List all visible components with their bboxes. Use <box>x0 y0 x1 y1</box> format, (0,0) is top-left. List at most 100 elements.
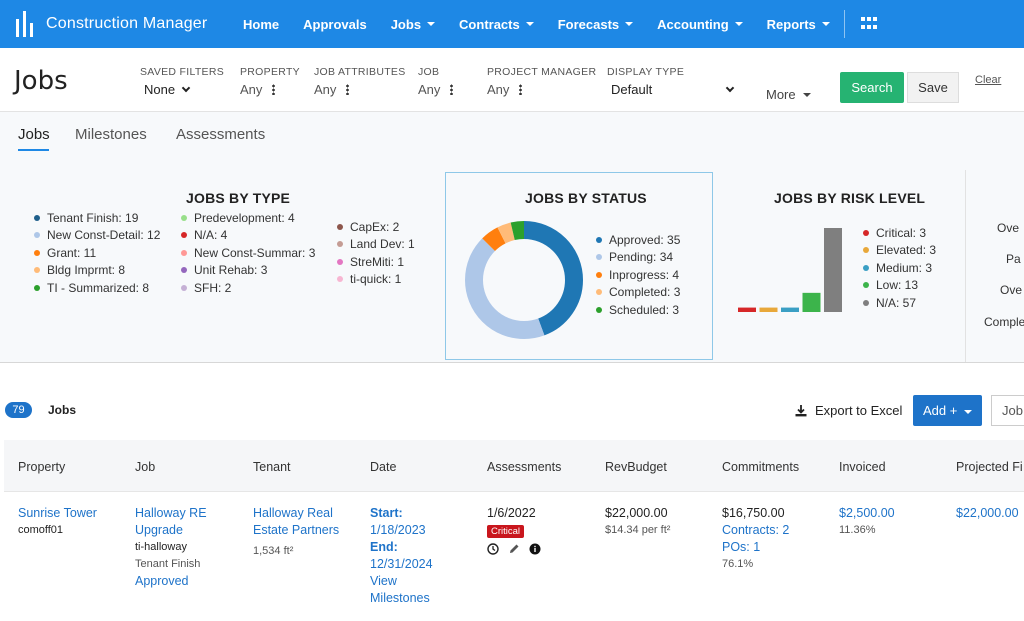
tenant-link-line-2[interactable]: Estate Partners <box>253 523 340 537</box>
invoiced-percent: 11.36% <box>839 524 876 536</box>
nav-label: Accounting <box>657 16 729 32</box>
column-header-projected[interactable]: Projected Fi <box>956 460 1023 474</box>
legend-dot-icon <box>596 306 602 313</box>
add-button[interactable]: Add + <box>913 395 982 426</box>
edit-pencil-icon[interactable] <box>508 543 520 560</box>
property-filter[interactable]: PROPERTY Any <box>240 66 300 97</box>
legend-label: Medium: 3 <box>876 260 933 275</box>
legend-label: Critical: 3 <box>876 225 927 240</box>
donut-slice[interactable] <box>465 221 583 339</box>
display-type-filter[interactable]: DISPLAY TYPE Default <box>607 66 735 97</box>
kebab-menu-icon[interactable] <box>346 84 350 95</box>
view-milestones-link-line-1[interactable]: View <box>370 574 397 588</box>
more-filters-button[interactable]: More <box>766 87 811 102</box>
jobs-by-status-donut-chart <box>465 221 583 339</box>
kebab-menu-icon[interactable] <box>272 84 276 95</box>
tab-assessments[interactable]: Assessments <box>176 126 266 143</box>
job-link-line-2[interactable]: Upgrade <box>135 523 183 537</box>
risk-bar[interactable] <box>738 307 756 312</box>
risk-bar[interactable] <box>759 307 778 312</box>
job-filter[interactable]: JOB Any <box>418 66 454 97</box>
brand[interactable]: Construction Manager <box>0 11 232 37</box>
invoiced-link[interactable]: $2,500.00 <box>839 506 895 520</box>
clear-link[interactable]: Clear <box>975 74 1002 86</box>
nav-reports[interactable]: Reports <box>767 17 830 32</box>
nav-jobs[interactable]: Jobs <box>390 16 436 32</box>
job-status-link[interactable]: Approved <box>135 574 189 588</box>
nav-contracts[interactable]: Contracts <box>459 17 534 32</box>
caret-down-icon <box>802 92 811 97</box>
section-separator <box>0 362 1024 363</box>
save-button[interactable]: Save <box>907 72 959 103</box>
contracts-link[interactable]: Contracts: 2 <box>722 523 790 537</box>
jobs-by-status-title: JOBS BY STATUS <box>525 190 647 206</box>
legend-dot-icon <box>181 267 187 274</box>
pos-link[interactable]: POs: 1 <box>722 540 761 554</box>
legend-label: Elevated: 3 <box>876 243 937 258</box>
job-type-legend-item: Land Dev: 1 <box>337 236 415 254</box>
legend-label: Approved: 35 <box>609 232 681 247</box>
legend-dot-icon <box>34 214 40 221</box>
legend-label: Land Dev: 1 <box>350 237 415 252</box>
kebab-menu-icon[interactable] <box>450 84 454 95</box>
filter-bar: Jobs SAVED FILTERS None PROPERTY Any JOB… <box>0 48 1024 112</box>
info-icon[interactable] <box>529 543 541 560</box>
tab-milestones[interactable]: Milestones <box>75 126 147 143</box>
column-header-tenant[interactable]: Tenant <box>253 460 291 474</box>
start-date[interactable]: 1/18/2023 <box>370 523 426 537</box>
end-date[interactable]: 12/31/2024 <box>370 557 433 571</box>
job-status-legend-item: Pending: 34 <box>596 249 680 267</box>
commitments-percent: 76.1% <box>722 558 754 570</box>
export-to-excel-button[interactable]: Export to Excel <box>795 403 902 418</box>
caret-down-icon <box>525 22 534 26</box>
column-header-assessments[interactable]: Assessments <box>487 460 562 474</box>
nav-home[interactable]: Home <box>243 17 279 32</box>
column-header-commitments[interactable]: Commitments <box>722 460 800 474</box>
property-label: PROPERTY <box>240 66 300 78</box>
nav-label: Jobs <box>390 16 422 32</box>
projected-link[interactable]: $22,000.00 <box>956 506 1019 520</box>
risk-bar[interactable] <box>824 228 842 312</box>
more-label: More <box>766 87 796 102</box>
risk-bar[interactable] <box>802 292 821 312</box>
table-header <box>4 440 1024 492</box>
property-link[interactable]: Sunrise Tower <box>18 506 97 520</box>
job-attributes-label: JOB ATTRIBUTES <box>314 66 406 78</box>
kebab-menu-icon[interactable] <box>519 84 523 95</box>
add-label: Add + <box>923 403 958 418</box>
project-manager-filter[interactable]: PROJECT MANAGER Any <box>487 66 596 97</box>
job-link-line-1[interactable]: Halloway RE <box>135 506 207 520</box>
legend-dot-icon <box>181 249 187 256</box>
job-type-legend-item: ti-quick: 1 <box>337 271 415 289</box>
legend-dot-icon <box>181 284 187 291</box>
column-header-date[interactable]: Date <box>370 460 397 474</box>
saved-filters-filter[interactable]: SAVED FILTERS None <box>140 66 224 97</box>
column-header-invoiced[interactable]: Invoiced <box>839 460 886 474</box>
truncated-label-3: Ove <box>1000 283 1023 297</box>
nav-approvals[interactable]: Approvals <box>303 17 367 32</box>
column-header-job[interactable]: Job <box>135 460 156 474</box>
clock-icon[interactable] <box>487 543 499 560</box>
tab-jobs[interactable]: Jobs <box>18 126 50 143</box>
risk-bar[interactable] <box>781 307 799 312</box>
jobs-by-risk-title: JOBS BY RISK LEVEL <box>774 190 926 206</box>
property-value: Any <box>240 82 263 97</box>
legend-dot-icon <box>181 214 187 221</box>
column-header-property[interactable]: Property <box>18 460 66 474</box>
tenant-link-line-1[interactable]: Halloway Real <box>253 506 333 520</box>
search-button[interactable]: Search <box>840 72 904 103</box>
view-milestones-link-line-2[interactable]: Milestones <box>370 591 430 605</box>
column-header-revbudget[interactable]: RevBudget <box>605 460 667 474</box>
download-icon <box>795 404 807 416</box>
job-search-input[interactable]: Job <box>991 395 1024 426</box>
rev-budget: $22,000.00 <box>605 506 668 520</box>
rev-per-ft: $14.34 per ft² <box>605 524 671 536</box>
job-attributes-filter[interactable]: JOB ATTRIBUTES Any <box>314 66 406 97</box>
commitments-amount: $16,750.00 <box>722 506 785 520</box>
apps-grid-icon[interactable] <box>860 17 878 31</box>
legend-label: Tenant Finish: 19 <box>47 210 139 225</box>
job-code: ti-halloway <box>135 541 187 553</box>
donut-slice[interactable] <box>465 221 583 339</box>
nav-accounting[interactable]: Accounting <box>657 17 743 32</box>
nav-forecasts[interactable]: Forecasts <box>558 17 634 32</box>
